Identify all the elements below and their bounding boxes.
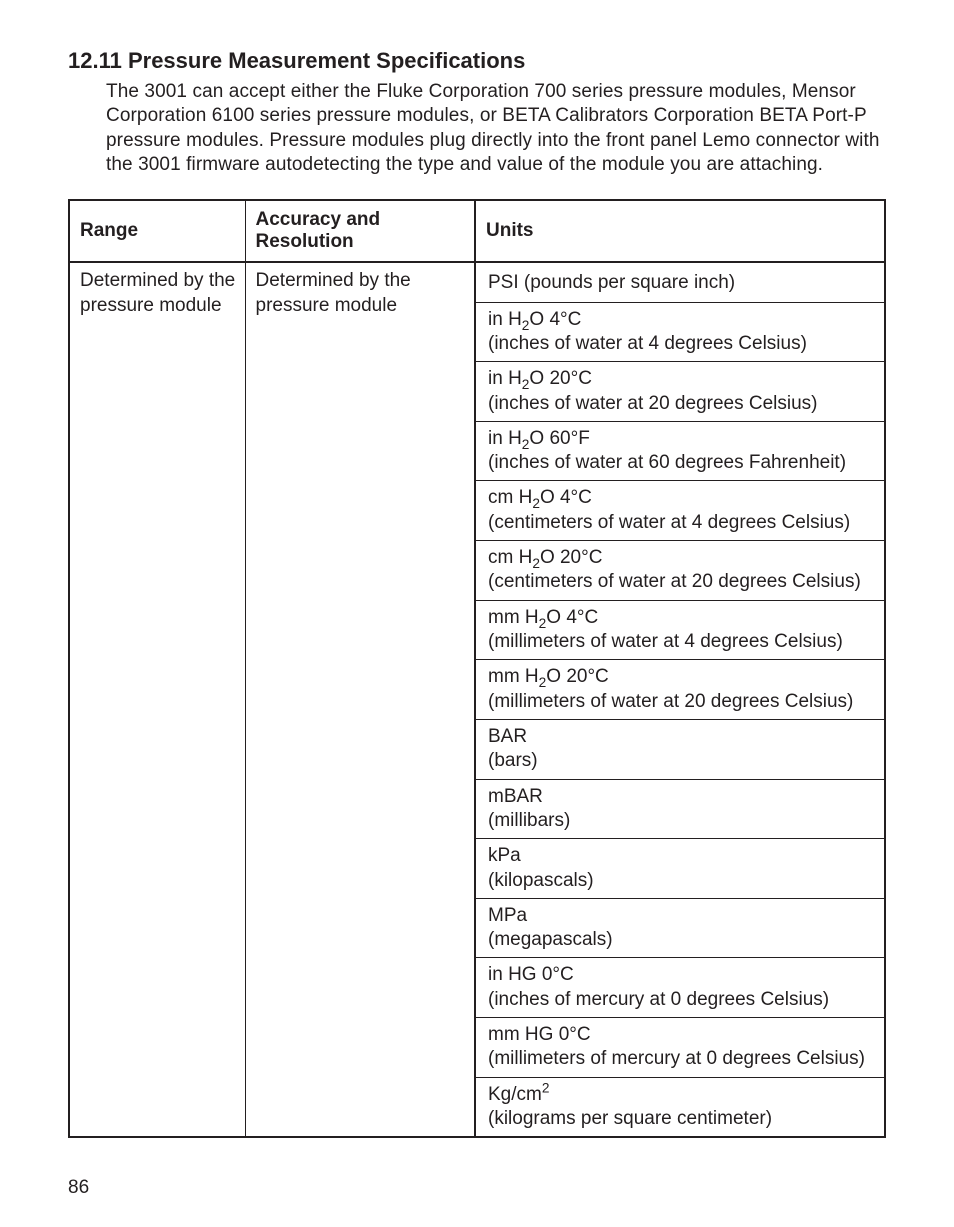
range-line2: pressure module — [80, 295, 222, 316]
acc-line1: Determined by the — [256, 270, 411, 291]
range-cell: Determined by the pressure module — [69, 262, 245, 1137]
section-heading: 12.11 Pressure Measurement Specification… — [68, 48, 886, 74]
unit-desc: (inches of water at 4 degrees Celsius) — [488, 333, 807, 354]
unit-row: MPa (megapascals) — [476, 898, 884, 958]
unit-main: in H2O 60°F — [488, 428, 590, 449]
unit-main: in H2O 4°C — [488, 309, 581, 330]
unit-main: in HG 0°C — [488, 964, 574, 985]
unit-desc: (millimeters of water at 20 degrees Cels… — [488, 691, 853, 712]
unit-row: mm H2O 4°C (millimeters of water at 4 deg… — [476, 600, 884, 660]
unit-row: cm H2O 4°C (centimeters of water at 4 deg… — [476, 480, 884, 540]
unit-row: cm H2O 20°C (centimeters of water at 20 d… — [476, 540, 884, 600]
range-line1: Determined by the — [80, 270, 235, 291]
unit-desc: (kilograms per square centimeter) — [488, 1108, 772, 1129]
unit-row: mm H2O 20°C (millimeters of water at 20 d… — [476, 659, 884, 719]
unit-desc: (inches of water at 60 degrees Fahrenhei… — [488, 452, 846, 473]
spec-table: Range Accuracy and Resolution Units Dete… — [68, 199, 886, 1138]
unit-desc: (centimeters of water at 4 degrees Celsi… — [488, 512, 850, 533]
unit-row: Kg/cm2 (kilograms per square centimeter) — [476, 1077, 884, 1137]
unit-main: in H2O 20°C — [488, 368, 592, 389]
unit-main: kPa — [488, 845, 521, 866]
unit-row: BAR (bars) — [476, 719, 884, 779]
unit-main: cm H2O 20°C — [488, 547, 602, 568]
unit-row: in H2O 4°C (inches of water at 4 degrees … — [476, 302, 884, 362]
col-header-range: Range — [69, 200, 245, 262]
units-cell: PSI (pounds per square inch) in H2O 4°C (i… — [475, 262, 885, 1137]
col-header-units: Units — [475, 200, 885, 262]
unit-desc: (millibars) — [488, 810, 570, 831]
unit-desc: (bars) — [488, 750, 538, 771]
unit-main: mm H2O 20°C — [488, 666, 609, 687]
unit-desc: (megapascals) — [488, 929, 613, 950]
unit-row: mm HG 0°C (millimeters of mercury at 0 de… — [476, 1017, 884, 1077]
unit-row: in H2O 60°F (inches of water at 60 degree… — [476, 421, 884, 481]
unit-main: mm H2O 4°C — [488, 607, 598, 628]
unit-main: mm HG 0°C — [488, 1024, 591, 1045]
unit-desc: (millimeters of mercury at 0 degrees Cel… — [488, 1048, 865, 1069]
unit-row: in HG 0°C (inches of mercury at 0 degrees… — [476, 957, 884, 1017]
unit-desc: (kilopascals) — [488, 870, 594, 891]
accuracy-cell: Determined by the pressure module — [245, 262, 475, 1137]
unit-main: MPa — [488, 905, 527, 926]
unit-main: cm H2O 4°C — [488, 487, 592, 508]
unit-desc: (millimeters of water at 4 degrees Celsi… — [488, 631, 843, 652]
unit-desc: (inches of water at 20 degrees Celsius) — [488, 393, 818, 414]
unit-row: kPa (kilopascals) — [476, 838, 884, 898]
unit-desc: (centimeters of water at 20 degrees Cels… — [488, 571, 861, 592]
page-number: 86 — [68, 1177, 89, 1199]
unit-desc: (inches of mercury at 0 degrees Celsius) — [488, 989, 829, 1010]
table-header-row: Range Accuracy and Resolution Units — [69, 200, 885, 262]
unit-row: mBAR (millibars) — [476, 779, 884, 839]
table-row: Determined by the pressure module Determ… — [69, 262, 885, 1137]
unit-main: BAR — [488, 726, 527, 747]
page: 12.11 Pressure Measurement Specification… — [0, 0, 954, 1227]
unit-row: PSI (pounds per square inch) — [476, 263, 884, 301]
unit-main: PSI (pounds per square inch) — [488, 272, 735, 293]
unit-row: in H2O 20°C (inches of water at 20 degree… — [476, 361, 884, 421]
acc-line2: pressure module — [256, 295, 398, 316]
unit-main: mBAR — [488, 786, 543, 807]
unit-main: Kg/cm2 — [488, 1084, 549, 1105]
intro-paragraph: The 3001 can accept either the Fluke Cor… — [106, 80, 886, 177]
col-header-accuracy: Accuracy and Resolution — [245, 200, 475, 262]
